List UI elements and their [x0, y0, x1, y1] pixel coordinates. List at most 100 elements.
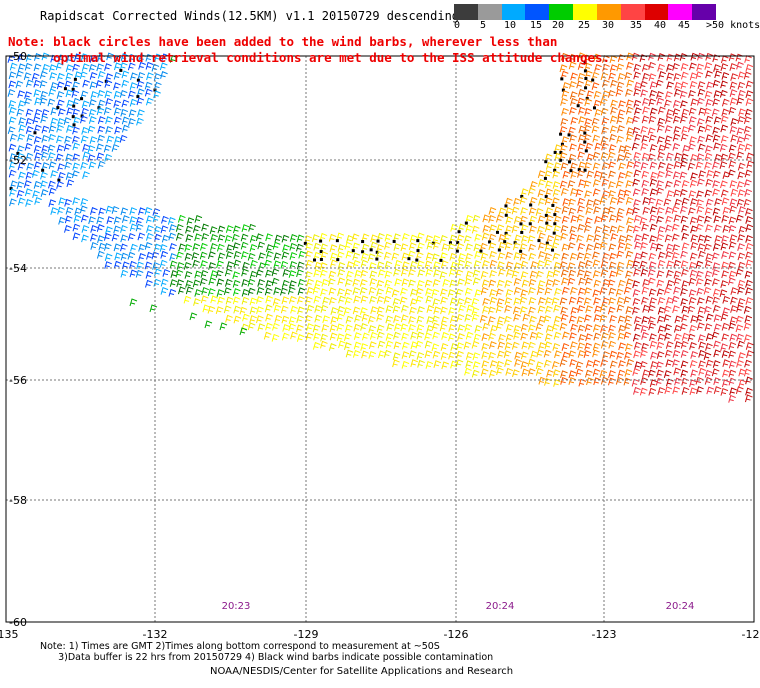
- wind-barb: [359, 278, 368, 287]
- wind-barb: [696, 386, 704, 394]
- wind-barb: [97, 134, 105, 143]
- wind-barb: [576, 80, 584, 89]
- wind-barb: [648, 134, 657, 143]
- wind-barb: [736, 97, 745, 106]
- wind-barb: [690, 98, 699, 107]
- wind-barb: [481, 333, 490, 341]
- wind-barb: [25, 171, 34, 180]
- wind-barb: [737, 352, 746, 360]
- wind-barb: [656, 341, 665, 350]
- wind-barb: [313, 251, 322, 262]
- scale-label: 45: [678, 20, 691, 31]
- wind-barb: [583, 224, 592, 233]
- wind-barb: [474, 325, 483, 333]
- wind-barb: [488, 341, 497, 349]
- wind-barb: [417, 306, 425, 314]
- wind-barb: [545, 235, 554, 245]
- wind-barb: [567, 242, 576, 251]
- wind-barb: [594, 142, 603, 151]
- wind-barb: [642, 304, 650, 313]
- wind-barb: [641, 135, 650, 143]
- wind-barb: [607, 279, 616, 288]
- wind-barb: [576, 97, 585, 108]
- wind-barb: [697, 243, 706, 252]
- wind-barb: [201, 223, 209, 232]
- wind-barb: [313, 242, 321, 251]
- wind-barb: [568, 198, 576, 207]
- wind-barb: [80, 53, 89, 62]
- wind-barb: [136, 117, 144, 126]
- wind-barb: [319, 232, 328, 243]
- wind-barb: [551, 297, 560, 306]
- wind-barb: [578, 179, 586, 187]
- wind-barb: [657, 387, 666, 395]
- wind-barb: [560, 313, 569, 322]
- wind-barb: [624, 315, 633, 324]
- wind-barb: [568, 207, 577, 216]
- wind-barb: [392, 297, 401, 306]
- lat-label: -54: [9, 262, 27, 275]
- wind-barb: [409, 260, 418, 269]
- wind-barb: [623, 331, 632, 340]
- wind-barb: [8, 100, 17, 108]
- wind-barb: [704, 152, 713, 161]
- wind-barb: [360, 269, 368, 278]
- wind-barb: [474, 289, 483, 298]
- wind-barb: [665, 243, 674, 252]
- wind-barb: [65, 206, 74, 215]
- wind-barb: [602, 351, 610, 359]
- wind-barb: [47, 144, 56, 153]
- wind-barb: [352, 287, 361, 295]
- wind-barb: [383, 295, 392, 304]
- wind-barb: [66, 179, 75, 188]
- wind-barb: [704, 369, 713, 378]
- wind-barb: [623, 286, 632, 295]
- wind-barb: [575, 189, 584, 197]
- wind-barb: [551, 241, 560, 252]
- wind-barb: [457, 324, 466, 333]
- wind-barb: [738, 368, 747, 377]
- wind-barb: [528, 252, 537, 261]
- wind-barb: [666, 269, 674, 278]
- wind-barb: [600, 268, 609, 277]
- wind-barb: [577, 349, 586, 358]
- wind-barb: [618, 324, 626, 333]
- wind-barb: [585, 333, 593, 342]
- wind-barb: [648, 73, 657, 82]
- wind-barb: [153, 73, 162, 81]
- wind-barb: [482, 259, 490, 268]
- wind-barb: [577, 161, 586, 172]
- wind-barb: [194, 289, 203, 297]
- lat-lon-grid: [6, 56, 754, 622]
- wind-barb: [586, 170, 595, 179]
- wind-barb: [106, 216, 115, 224]
- wind-barb: [714, 224, 722, 233]
- wind-barb: [306, 304, 315, 313]
- scale-swatch: [477, 4, 502, 20]
- wind-barb: [600, 325, 608, 333]
- wind-barb: [192, 279, 201, 288]
- wind-barb: [656, 369, 664, 378]
- wind-barb: [232, 271, 240, 280]
- wind-barb: [449, 279, 458, 288]
- wind-barb: [712, 180, 720, 188]
- wind-barb: [161, 53, 169, 62]
- wind-barb: [561, 215, 570, 224]
- wind-barb: [145, 97, 154, 106]
- wind-barb: [88, 99, 97, 107]
- wind-barb: [504, 225, 513, 235]
- wind-barb: [393, 331, 401, 340]
- wind-barb: [384, 233, 393, 242]
- wind-barb: [208, 262, 216, 270]
- wind-barb: [649, 188, 658, 197]
- wind-barb: [497, 350, 505, 359]
- wind-barb: [600, 260, 609, 269]
- wind-barb: [113, 260, 122, 269]
- wind-barb: [320, 333, 328, 342]
- wind-barb: [577, 261, 586, 269]
- wind-barb: [9, 198, 17, 207]
- wind-barb: [687, 162, 696, 171]
- wind-barb: [704, 189, 713, 198]
- wind-barb: [688, 190, 697, 199]
- wind-barb: [55, 153, 64, 162]
